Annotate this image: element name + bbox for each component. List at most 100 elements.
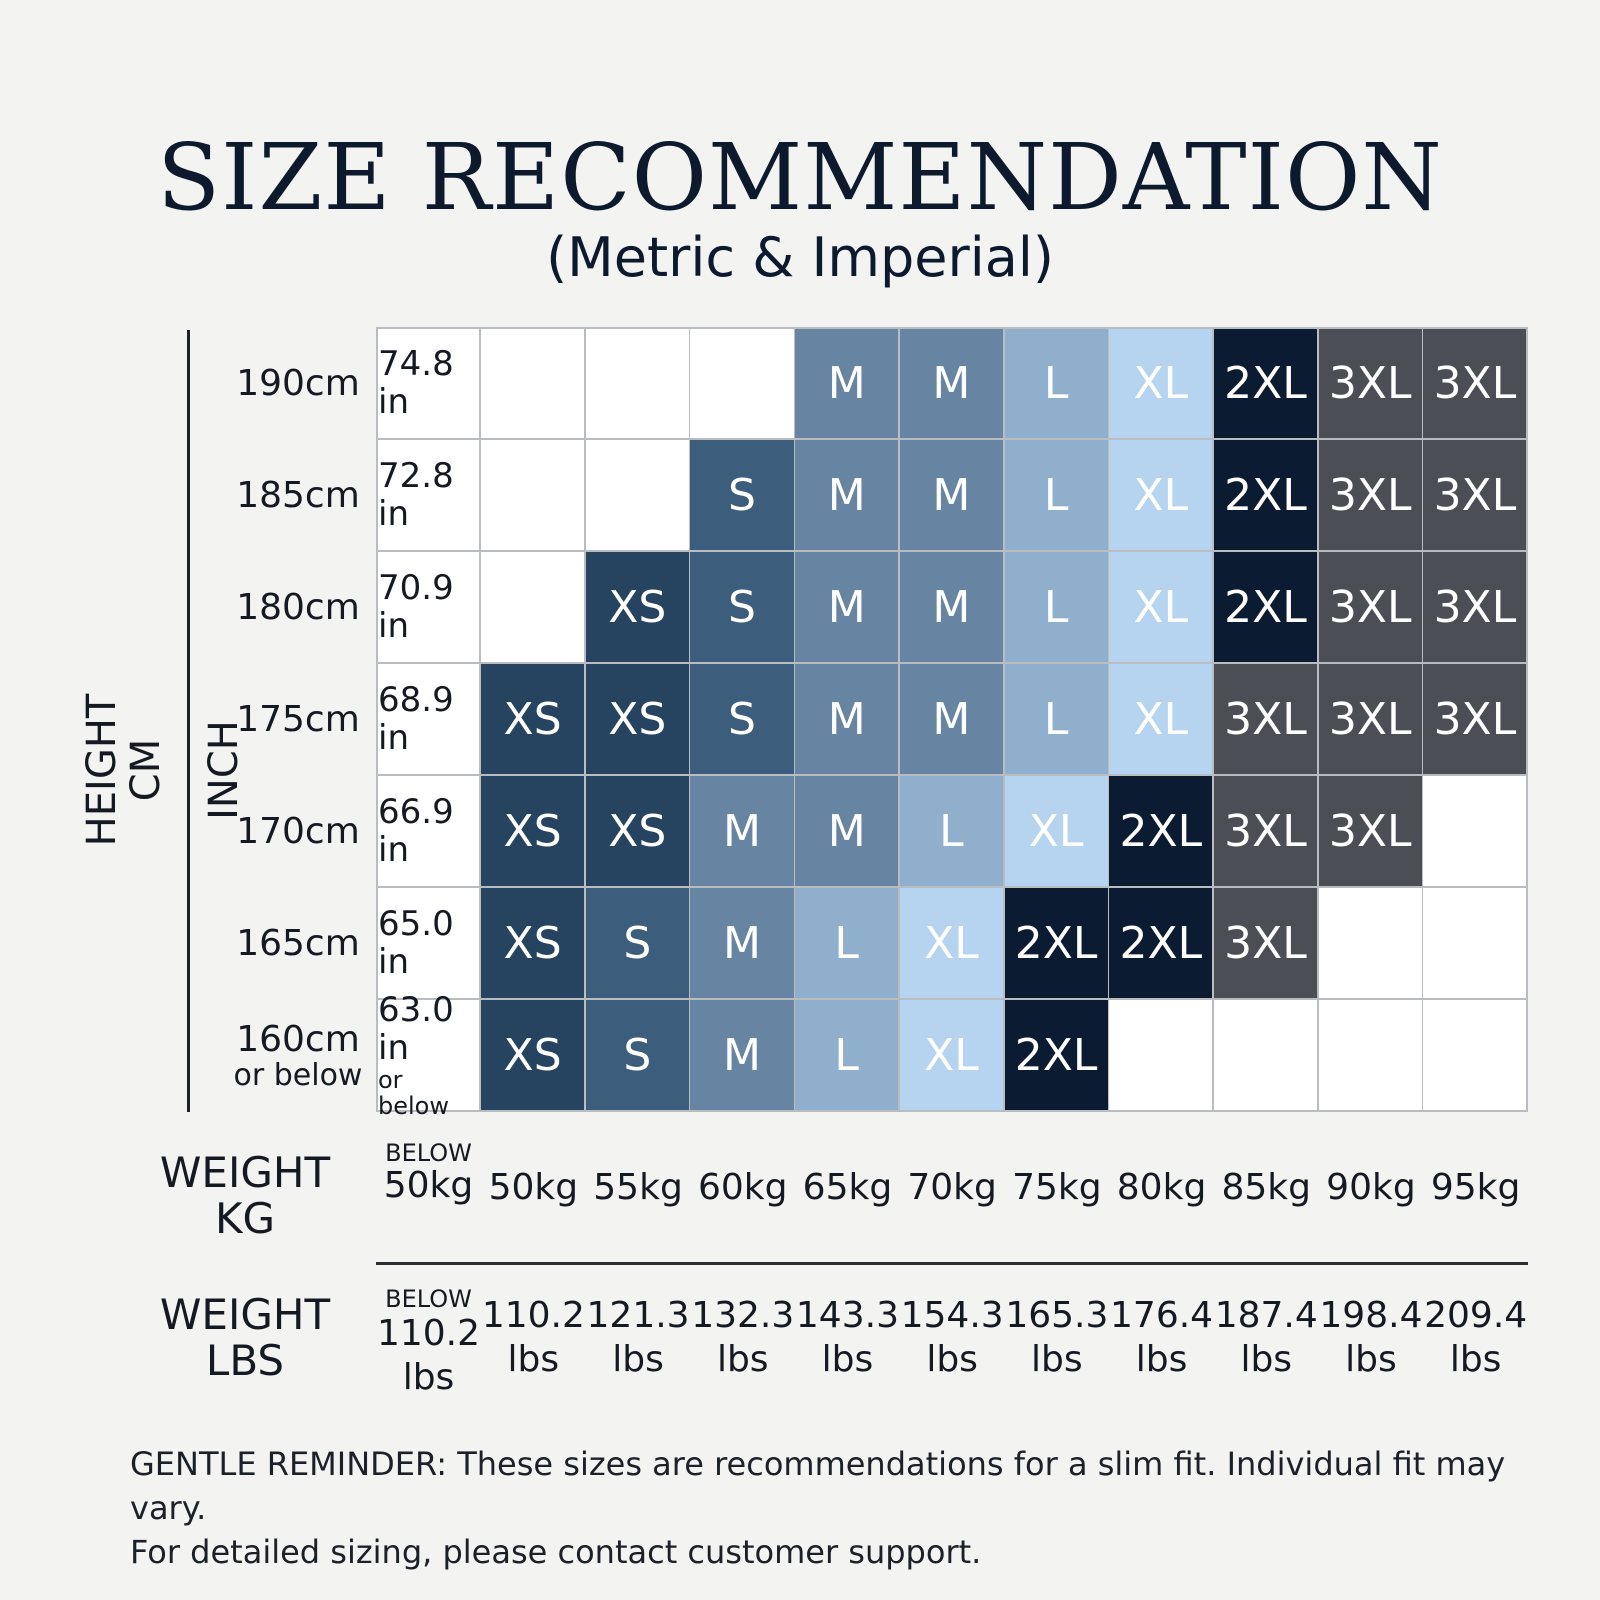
- height-cm-value: 160cm: [236, 1019, 360, 1060]
- weight-lbs-unit: lbs: [612, 1339, 664, 1380]
- height-cm-label: 160cm or below: [222, 1000, 374, 1112]
- size-cell: 2XL: [1109, 776, 1215, 888]
- size-cell: L: [1004, 328, 1110, 440]
- size-cell: 3XL: [1423, 552, 1529, 664]
- size-cell: M: [795, 328, 901, 440]
- height-inch-cell: 68.9 in: [376, 664, 481, 776]
- empty-cell: [1318, 888, 1424, 1000]
- weight-lbs-unit: lbs: [1449, 1339, 1502, 1380]
- size-cell: L: [1004, 440, 1110, 552]
- weight-kg-column: BELOW 50kg: [377, 1140, 481, 1206]
- height-inch-cell: 65.0 in: [376, 888, 481, 1000]
- height-cm-value: 175cm: [236, 699, 360, 740]
- size-cell: XL: [1004, 776, 1110, 888]
- weight-divider: [376, 1262, 1528, 1265]
- height-inch-cell: 63.0 in or below: [376, 991, 481, 1119]
- height-cm-label: 185cm: [222, 440, 374, 552]
- weight-kg-value: 60kg: [697, 1167, 788, 1208]
- weight-lbs-value: 132.3: [691, 1295, 795, 1336]
- weight-kg-value: 50kg: [488, 1167, 579, 1208]
- weight-kg-value: 75kg: [1012, 1167, 1102, 1208]
- weight-lbs-unit: lbs: [1031, 1339, 1083, 1380]
- size-cell: XS: [585, 664, 691, 776]
- height-cm-label: 170cm: [222, 776, 374, 888]
- height-inch-cell: 72.8 in: [376, 440, 481, 552]
- grid-right-border: [1526, 327, 1528, 1112]
- weight-lbs-unit: lbs: [1240, 1339, 1293, 1380]
- page-subtitle: (Metric & Imperial): [546, 226, 1054, 289]
- height-cm-value: 170cm: [236, 811, 360, 852]
- empty-cell: [1213, 1000, 1320, 1112]
- weight-lbs-column: 176.4 lbs: [1110, 1294, 1214, 1382]
- size-cell: L: [899, 776, 1005, 888]
- empty-cell: [1423, 776, 1529, 888]
- empty-cell: [481, 440, 587, 552]
- weight-kg-column: 70kg: [900, 1168, 1004, 1208]
- size-cell: 2XL: [1213, 552, 1320, 664]
- size-cell: S: [690, 440, 796, 552]
- weight-kg-value: 65kg: [802, 1167, 893, 1208]
- weight-lbs-unit: lbs: [1345, 1339, 1397, 1380]
- weight-lbs-value: 110.2: [481, 1295, 585, 1336]
- height-inch-value: 72.8 in: [378, 456, 454, 534]
- size-cell: L: [1004, 664, 1110, 776]
- size-cell: M: [899, 328, 1005, 440]
- height-inch-cell: 66.9 in: [376, 776, 481, 888]
- size-cell: XL: [899, 1000, 1005, 1112]
- size-cell: 3XL: [1318, 440, 1424, 552]
- size-cell: 3XL: [1318, 328, 1424, 440]
- height-cm-label: 175cm: [222, 664, 374, 776]
- size-cell: M: [795, 440, 901, 552]
- weight-kg-value: 80kg: [1116, 1167, 1207, 1208]
- size-cell: L: [1004, 552, 1110, 664]
- weight-kg-label-text: WEIGHT KG: [159, 1148, 331, 1243]
- weight-lbs-value: 121.3: [586, 1295, 690, 1336]
- note-line-1: GENTLE REMINDER: These sizes are recomme…: [130, 1445, 1506, 1527]
- weight-lbs-column: 187.4 lbs: [1214, 1294, 1318, 1382]
- size-cell: M: [899, 664, 1005, 776]
- size-cell: XS: [481, 776, 587, 888]
- size-cell: XL: [899, 888, 1005, 1000]
- height-cm-value: 165cm: [236, 923, 360, 964]
- weight-lbs-unit: lbs: [716, 1339, 769, 1380]
- height-cm-axis-label: HEIGHT CM: [79, 693, 169, 847]
- weight-lbs-value: 143.3: [795, 1295, 899, 1336]
- weight-kg-value: 90kg: [1326, 1167, 1416, 1208]
- note-line-2: For detailed sizing, please contact cust…: [130, 1533, 982, 1571]
- size-grid: 74.8 in M M L XL 2XL 3XL 3XL 72.8 in S M M L XL 2XL 3XL…: [376, 328, 1529, 1119]
- weight-kg-column: 55kg: [586, 1168, 690, 1208]
- weight-lbs-unit: lbs: [926, 1339, 978, 1380]
- weight-kg-value: 95kg: [1430, 1167, 1521, 1208]
- size-cell: 3XL: [1423, 664, 1529, 776]
- size-cell: 2XL: [1004, 1000, 1110, 1112]
- size-cell: XS: [481, 1000, 587, 1112]
- size-cell: S: [690, 552, 796, 664]
- size-cell: M: [795, 664, 901, 776]
- size-cell: XL: [1109, 440, 1215, 552]
- height-axis-line: [187, 330, 190, 1112]
- size-cell: 3XL: [1423, 328, 1529, 440]
- weight-lbs-value: 187.4: [1214, 1295, 1318, 1336]
- empty-cell: [1318, 1000, 1424, 1112]
- height-cm-value: 190cm: [236, 363, 360, 404]
- empty-cell: [690, 328, 796, 440]
- size-cell: XS: [481, 664, 587, 776]
- size-cell: M: [690, 1000, 796, 1112]
- size-cell: L: [795, 888, 901, 1000]
- height-cm-label: 190cm: [222, 328, 374, 440]
- weight-lbs-unit: lbs: [1135, 1339, 1188, 1380]
- height-inch-value: 65.0 in: [378, 904, 454, 982]
- height-inch-sub: or below: [378, 1066, 449, 1120]
- height-cm-value: 180cm: [236, 587, 360, 628]
- weight-kg-label: WEIGHT KG: [140, 1150, 350, 1242]
- empty-cell: [481, 552, 587, 664]
- height-cm-label: 165cm: [222, 888, 374, 1000]
- weight-lbs-value: 165.3: [1005, 1295, 1109, 1336]
- page-title: SIZE RECOMMENDATION: [157, 124, 1443, 231]
- size-cell: XL: [1109, 552, 1215, 664]
- size-cell: 2XL: [1213, 328, 1320, 440]
- height-inch-value: 70.9 in: [378, 568, 454, 646]
- empty-cell: [585, 440, 691, 552]
- size-cell: 3XL: [1213, 776, 1320, 888]
- height-inch-value: 74.8 in: [378, 344, 454, 422]
